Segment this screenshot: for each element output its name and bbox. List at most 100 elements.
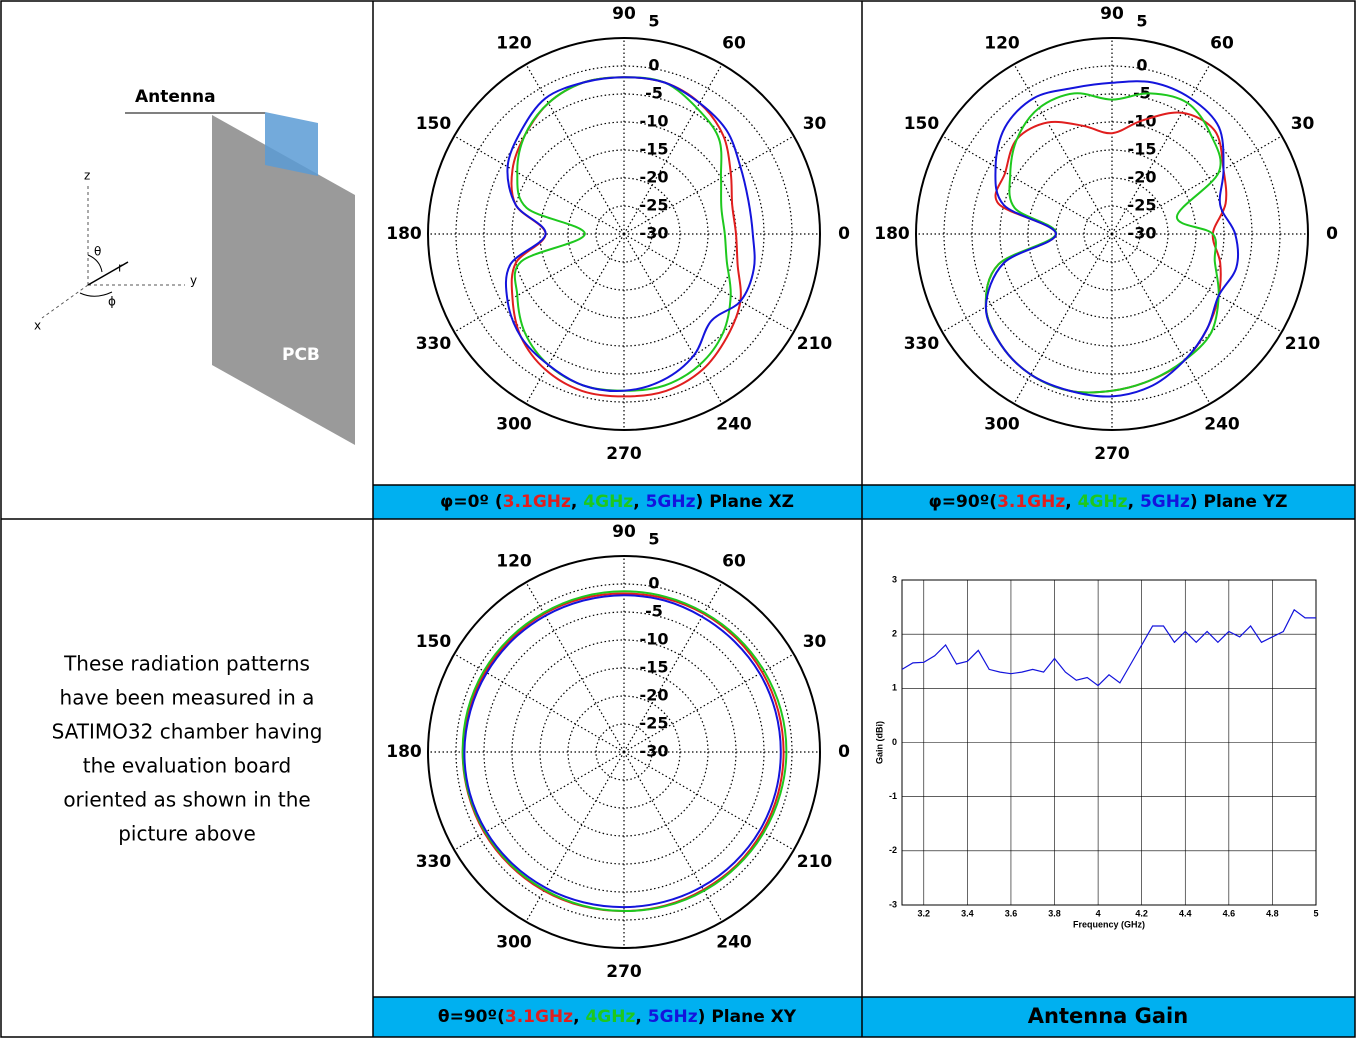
angle-tick-label: 330 xyxy=(416,334,452,354)
x-tick-label: 3.2 xyxy=(918,908,931,918)
r-tick-label: -25 xyxy=(640,196,669,215)
r-tick-label: -15 xyxy=(640,658,669,677)
plot-frame xyxy=(901,579,1317,906)
caption-part: 5GHz xyxy=(1140,492,1190,512)
r-tick-label: -5 xyxy=(645,602,663,621)
y-axis-label: Gain (dBi) xyxy=(874,721,884,764)
angle-tick-label: 30 xyxy=(803,114,827,134)
ring xyxy=(1083,205,1141,263)
pattern-line xyxy=(504,76,756,393)
spoke xyxy=(1111,233,1211,405)
ring xyxy=(455,583,793,921)
axis-label: x xyxy=(34,319,41,333)
r-tick-label: 0 xyxy=(648,574,659,593)
angle-tick-label: 300 xyxy=(984,415,1020,435)
description-line: the evaluation board xyxy=(83,754,292,778)
r-tick-label: -20 xyxy=(640,168,669,187)
caption-part: 4GHz xyxy=(585,1007,635,1027)
r-tick-label: 0 xyxy=(1136,56,1147,75)
r-tick-label: -5 xyxy=(645,84,663,103)
spoke xyxy=(1111,233,1283,333)
spoke xyxy=(623,135,795,235)
y-tick-label: 0 xyxy=(892,737,897,747)
ring xyxy=(999,121,1225,347)
ring xyxy=(483,93,765,375)
angle-tick-label: 210 xyxy=(797,852,833,872)
outer-circle xyxy=(427,37,821,431)
spoke xyxy=(623,233,795,333)
axis-label: z xyxy=(84,169,90,183)
r-tick-label: 5 xyxy=(648,12,659,31)
caption: Antenna Gain xyxy=(1028,1004,1188,1028)
caption-part: θ=90º( xyxy=(438,1007,505,1027)
angle-tick-label: 60 xyxy=(722,33,746,53)
x-tick-label: 5 xyxy=(1313,908,1318,918)
pattern-line xyxy=(984,80,1239,398)
angle-tick-label: 180 xyxy=(874,224,910,244)
outer-circle xyxy=(427,555,821,949)
r-tick-label: -15 xyxy=(640,140,669,159)
ring xyxy=(511,639,737,865)
caption-part: , xyxy=(635,1007,647,1027)
x-axis-label: Frequency (GHz) xyxy=(1073,919,1145,929)
caption-bg xyxy=(373,997,862,1037)
axis-label: r xyxy=(118,261,123,275)
spoke xyxy=(453,653,625,753)
outer-circle xyxy=(915,37,1309,431)
x-tick-label: 3.4 xyxy=(961,908,974,918)
y-tick-label: -2 xyxy=(889,845,897,855)
y-tick-label: -1 xyxy=(889,791,897,801)
angle-tick-label: 150 xyxy=(416,632,452,652)
spoke xyxy=(623,653,795,753)
spoke xyxy=(941,233,1113,333)
angle-tick-label: 240 xyxy=(1204,415,1240,435)
angle-tick-label: 150 xyxy=(904,114,940,134)
gain-line xyxy=(901,608,1316,687)
ring xyxy=(943,65,1281,403)
angle-tick-label: 30 xyxy=(803,632,827,652)
pattern-line xyxy=(463,594,782,909)
r-tick-label: 0 xyxy=(648,56,659,75)
ring xyxy=(455,65,793,403)
caption-part: 4GHz xyxy=(1078,492,1128,512)
description-line: picture above xyxy=(118,822,256,846)
ring xyxy=(567,695,681,809)
board-diagram xyxy=(41,112,355,445)
angle-tick-label: 180 xyxy=(386,742,422,762)
r-tick-label: -10 xyxy=(640,630,669,649)
spoke xyxy=(1111,135,1283,235)
angle-tick-label: 210 xyxy=(1285,334,1321,354)
r-tick-label: -20 xyxy=(1128,168,1157,187)
caption: θ=90º(3.1GHz, 4GHz, 5GHz) Plane XY xyxy=(438,1007,797,1027)
angle-tick-label: 270 xyxy=(606,962,642,982)
spoke xyxy=(1013,233,1113,405)
caption-part: , xyxy=(1128,492,1140,512)
caption-part: , xyxy=(1065,492,1077,512)
axis-label: y xyxy=(190,274,197,288)
spoke xyxy=(453,233,625,333)
spoke xyxy=(941,135,1113,235)
angle-tick-label: 0 xyxy=(838,224,850,244)
x-tick-label: 3.8 xyxy=(1048,908,1061,918)
y-tick-label: 2 xyxy=(892,629,897,639)
angle-tick-label: 30 xyxy=(1291,114,1315,134)
pattern-line xyxy=(513,76,732,392)
spoke xyxy=(623,751,723,923)
caption-part: , xyxy=(571,492,583,512)
ring xyxy=(483,611,765,893)
r-tick-label: -25 xyxy=(1128,196,1157,215)
angle-tick-label: 300 xyxy=(496,415,532,435)
angle-tick-label: 0 xyxy=(838,742,850,762)
r-tick-label: -30 xyxy=(640,742,669,761)
spoke xyxy=(453,135,625,235)
caption-part: φ=90º( xyxy=(929,492,998,512)
r-tick-label: -30 xyxy=(640,224,669,243)
angle-tick-label: 330 xyxy=(904,334,940,354)
ring xyxy=(1055,177,1169,291)
ring xyxy=(1027,149,1197,319)
description-line: have been measured in a xyxy=(60,686,315,710)
caption-part: ) Plane YZ xyxy=(1190,492,1288,512)
angle-tick-label: 60 xyxy=(722,551,746,571)
caption-part: 3.1GHz xyxy=(505,1007,573,1027)
caption-bg xyxy=(862,997,1355,1037)
